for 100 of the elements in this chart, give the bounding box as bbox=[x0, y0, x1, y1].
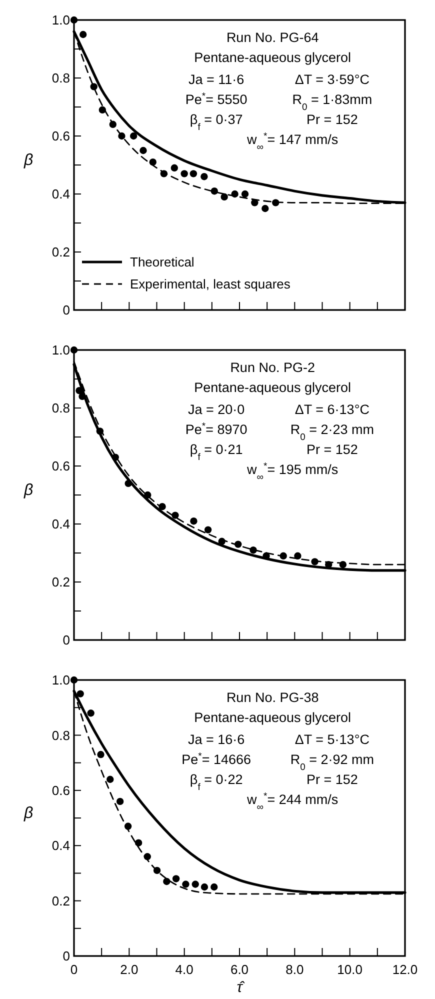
annotation: Pe$^{*}$= 5550 bbox=[185, 90, 248, 107]
y-tick-label: 0.8 bbox=[52, 70, 70, 86]
y-tick-label: 0.8 bbox=[52, 728, 70, 743]
annotation: Run No. PG-2 bbox=[230, 360, 315, 375]
x-tick-label: 4.0 bbox=[175, 962, 194, 977]
point bbox=[204, 526, 212, 534]
annotation: β$_{f}$ = 0·37 bbox=[190, 112, 243, 132]
point bbox=[76, 387, 83, 394]
point bbox=[251, 199, 258, 206]
y-tick-label: 0.8 bbox=[52, 400, 70, 416]
x-tick-label: 2.0 bbox=[120, 962, 138, 977]
point bbox=[220, 193, 228, 200]
y-tick-label: 0.4 bbox=[52, 838, 70, 854]
legend-label: Theoretical bbox=[130, 254, 194, 270]
y-tick-label: 0.4 bbox=[52, 516, 70, 532]
annotation: Pentane-aqueous glycerol bbox=[194, 710, 352, 725]
point bbox=[311, 558, 318, 566]
y-tick-label: 0.6 bbox=[52, 782, 70, 798]
y-axis-title: β bbox=[23, 152, 34, 169]
annotation: R$_{0}$ = 1·83mm bbox=[292, 92, 372, 112]
annotation: ΔT = 6·13°C bbox=[294, 402, 370, 417]
point bbox=[144, 853, 151, 860]
x-tick-label: 6.0 bbox=[230, 962, 249, 977]
annotation: Pr = 152 bbox=[306, 442, 358, 457]
annotation: Ja = 11·6 bbox=[188, 72, 244, 87]
annotation: Run No. PG-64 bbox=[226, 30, 320, 45]
point bbox=[134, 839, 142, 846]
point bbox=[160, 170, 168, 178]
point bbox=[192, 880, 199, 888]
annotation: R$_{0}$ = 2·23 mm bbox=[290, 422, 374, 442]
point bbox=[109, 120, 116, 128]
y-tick-label: 0.4 bbox=[52, 186, 70, 202]
y-tick-label: 0 bbox=[62, 302, 70, 318]
point bbox=[124, 480, 132, 487]
annotation: Ja = 20·0 bbox=[188, 402, 245, 417]
point bbox=[90, 83, 98, 90]
point bbox=[76, 690, 84, 698]
annotation: ΔT = 3·59°C bbox=[294, 72, 370, 87]
point bbox=[106, 776, 114, 783]
y-tick-label: 1.0 bbox=[52, 12, 70, 28]
annotation: Run No. PG-38 bbox=[226, 690, 319, 705]
point bbox=[172, 512, 179, 519]
point bbox=[210, 188, 218, 195]
y-tick-label: 0.2 bbox=[52, 893, 70, 908]
annotation: Ja = 16·6 bbox=[188, 732, 245, 747]
annotation: ΔT = 5·13°C bbox=[294, 732, 370, 747]
point bbox=[112, 454, 119, 461]
point bbox=[158, 503, 166, 510]
point bbox=[190, 170, 198, 178]
point bbox=[96, 428, 104, 435]
x-tick-label: 8.0 bbox=[286, 962, 304, 977]
point bbox=[124, 822, 132, 830]
y-axis-title: β bbox=[23, 482, 34, 499]
y-tick-label: 0.6 bbox=[52, 458, 70, 474]
point bbox=[200, 173, 208, 180]
point bbox=[116, 798, 124, 806]
point bbox=[241, 190, 249, 198]
point bbox=[153, 866, 161, 874]
point bbox=[294, 552, 302, 560]
y-tick-label: 1.0 bbox=[52, 672, 70, 688]
annotation: w$_{∞}$$^{*}$= 244 mm/s bbox=[246, 790, 338, 812]
annotation: w$_{∞}$$^{*}$= 195 mm/s bbox=[246, 460, 338, 482]
annotation: Pentane-aqueous glycerol bbox=[194, 380, 352, 395]
point bbox=[118, 132, 126, 140]
point bbox=[190, 518, 198, 525]
point bbox=[149, 158, 156, 166]
point bbox=[272, 199, 280, 206]
point bbox=[98, 106, 106, 114]
annotation: Pentane-aqueous glycerol bbox=[194, 50, 352, 65]
annotation: Pe$^{*}$= 14666 bbox=[182, 750, 252, 767]
y-tick-label: 0 bbox=[62, 632, 70, 648]
point bbox=[339, 561, 347, 568]
point bbox=[262, 204, 269, 212]
annotation: β$_{f}$ = 0·21 bbox=[190, 442, 243, 462]
y-axis-title: β bbox=[23, 805, 34, 822]
point bbox=[163, 878, 170, 886]
annotation: β$_{f}$ = 0·22 bbox=[190, 772, 243, 792]
point bbox=[200, 883, 208, 891]
point bbox=[170, 164, 178, 172]
point bbox=[180, 170, 188, 178]
point bbox=[210, 883, 218, 891]
y-tick-label: 0.2 bbox=[52, 574, 70, 590]
annotation: Pr = 152 bbox=[306, 112, 358, 127]
annotation: R$_{0}$ = 2·92 mm bbox=[290, 752, 374, 772]
point bbox=[280, 552, 287, 560]
annotation: w$_{∞}$$^{*}$= 147 mm/s bbox=[246, 130, 338, 152]
point bbox=[97, 750, 104, 758]
y-tick-label: 0.6 bbox=[52, 128, 70, 144]
y-tick-label: 0 bbox=[62, 948, 70, 964]
point bbox=[324, 561, 332, 568]
point bbox=[182, 880, 190, 888]
annotation: Pr = 152 bbox=[306, 772, 358, 787]
point bbox=[231, 190, 238, 198]
point bbox=[78, 392, 86, 400]
point bbox=[80, 30, 87, 38]
y-tick-label: 0.2 bbox=[52, 244, 70, 260]
point bbox=[250, 546, 257, 554]
point bbox=[234, 540, 242, 548]
point bbox=[172, 875, 180, 882]
point bbox=[87, 710, 94, 717]
